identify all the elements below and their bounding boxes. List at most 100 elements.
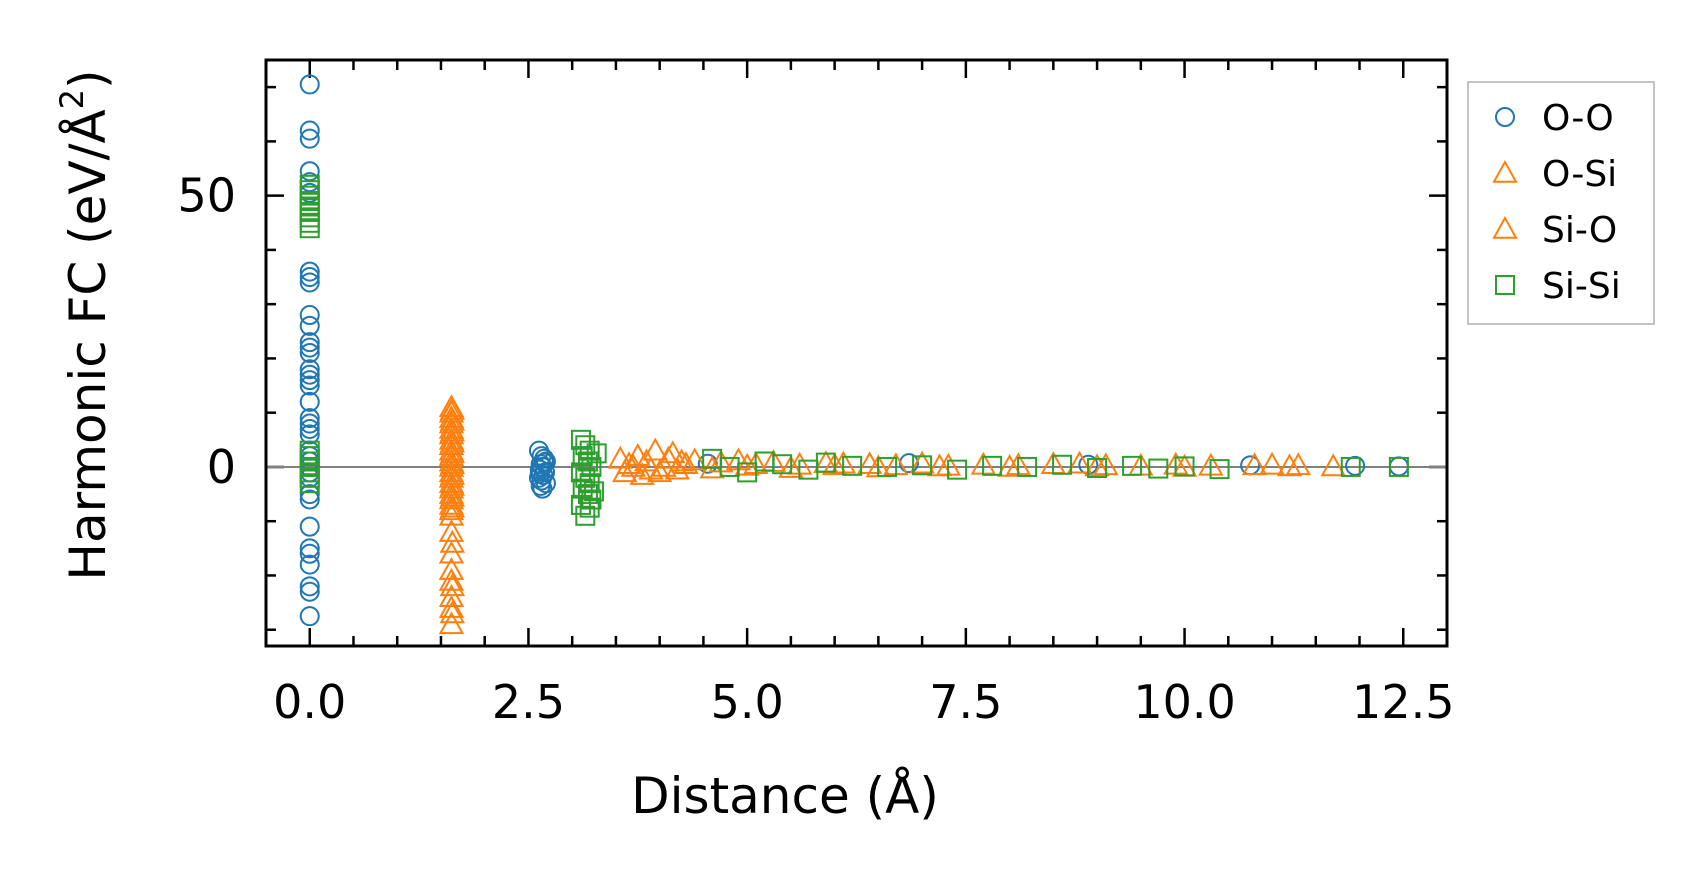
data-point	[1066, 450, 1093, 474]
data-point	[299, 489, 320, 510]
x-tick-label: 5.0	[711, 675, 784, 729]
data-point	[772, 454, 793, 475]
data-point	[1148, 458, 1169, 479]
legend-marker	[1495, 107, 1515, 127]
y-axis-label: Harmonic FC (eV/Å2)	[53, 69, 117, 580]
data-points	[299, 74, 1409, 635]
data-point	[299, 267, 320, 288]
x-tick-label: 10.0	[1133, 675, 1235, 729]
data-point	[579, 497, 600, 518]
data-point	[534, 452, 555, 473]
legend-items: O-O O-Si Si-O Si-Si	[1492, 98, 1621, 307]
data-point	[737, 462, 758, 483]
series-si-o	[439, 396, 1303, 624]
data-point	[439, 600, 466, 624]
legend-item: O-O	[1495, 98, 1614, 139]
data-point	[530, 475, 551, 496]
data-point	[299, 418, 320, 439]
data-point	[629, 462, 655, 485]
data-point	[439, 573, 466, 597]
y-axis-label-main: Harmonic FC (eV/Å	[59, 109, 117, 580]
data-point	[299, 218, 320, 239]
data-point	[299, 543, 320, 564]
x-tick-label: 12.5	[1352, 675, 1454, 729]
legend-item: Si-O	[1492, 210, 1617, 251]
data-point	[299, 359, 320, 380]
data-point	[586, 443, 607, 464]
data-point	[655, 445, 682, 469]
data-point	[620, 453, 647, 477]
data-point	[1174, 456, 1195, 477]
data-point	[1285, 452, 1311, 476]
x-tick-label: 2.5	[492, 675, 565, 729]
data-point	[660, 440, 686, 464]
data-point	[947, 459, 968, 480]
data-point	[439, 483, 466, 507]
data-point	[1320, 453, 1346, 477]
data-point	[1122, 455, 1143, 476]
data-point	[1017, 456, 1038, 477]
y-tick-labels: 0 50	[177, 169, 236, 494]
data-point	[842, 455, 863, 476]
data-point	[299, 424, 320, 445]
plot-frame	[264, 58, 1449, 648]
data-point	[438, 594, 465, 618]
data-point	[439, 529, 466, 553]
legend-label: O-Si	[1542, 154, 1617, 195]
data-point	[584, 481, 605, 502]
data-point	[299, 343, 320, 363]
data-point	[1340, 456, 1361, 477]
data-point	[1345, 455, 1366, 476]
data-point	[299, 484, 320, 505]
data-point	[438, 502, 465, 526]
data-point	[299, 120, 320, 141]
series-o-o	[299, 74, 1409, 627]
data-point	[581, 456, 602, 477]
data-point	[299, 161, 320, 182]
data-point	[299, 337, 320, 358]
data-point	[532, 478, 553, 499]
data-point	[529, 463, 550, 484]
data-point	[642, 437, 668, 461]
x-axis-label: Distance (Å)	[631, 767, 939, 825]
data-point	[982, 455, 1003, 476]
data-point	[912, 455, 933, 476]
data-point	[299, 128, 320, 149]
data-point	[996, 453, 1023, 477]
legend-label: Si-O	[1542, 210, 1617, 251]
data-point	[734, 452, 760, 476]
data-point	[299, 413, 320, 434]
legend-item: O-Si	[1492, 154, 1617, 195]
data-point	[299, 261, 320, 282]
data-point	[299, 538, 320, 559]
data-point	[1259, 451, 1285, 475]
y-tick-label: 50	[177, 169, 236, 223]
data-point	[299, 606, 320, 627]
data-point	[1241, 452, 1268, 476]
x-tick-label: 0.0	[273, 675, 346, 729]
data-point	[299, 315, 320, 336]
axis-ticks	[264, 60, 1449, 646]
data-point	[1388, 456, 1409, 477]
legend-item: Si-Si	[1495, 266, 1621, 307]
data-point	[778, 454, 804, 478]
legend: O-O O-Si Si-O Si-Si	[1467, 81, 1655, 325]
data-point	[299, 364, 320, 385]
data-point	[579, 440, 600, 461]
data-point	[611, 459, 638, 483]
data-point	[299, 473, 320, 494]
data-point	[821, 452, 848, 476]
data-point	[299, 332, 320, 353]
data-point	[697, 453, 718, 474]
data-point	[299, 375, 320, 396]
data-point	[926, 453, 953, 477]
data-point	[1209, 459, 1230, 480]
data-point	[1087, 458, 1108, 479]
data-point	[909, 450, 935, 474]
data-point	[1052, 454, 1073, 475]
data-point	[577, 484, 598, 505]
data-point	[1084, 453, 1110, 477]
x-tick-labels: 0.0 2.5 5.0 7.5 10.0 12.5	[273, 675, 1454, 729]
data-point	[299, 554, 320, 575]
